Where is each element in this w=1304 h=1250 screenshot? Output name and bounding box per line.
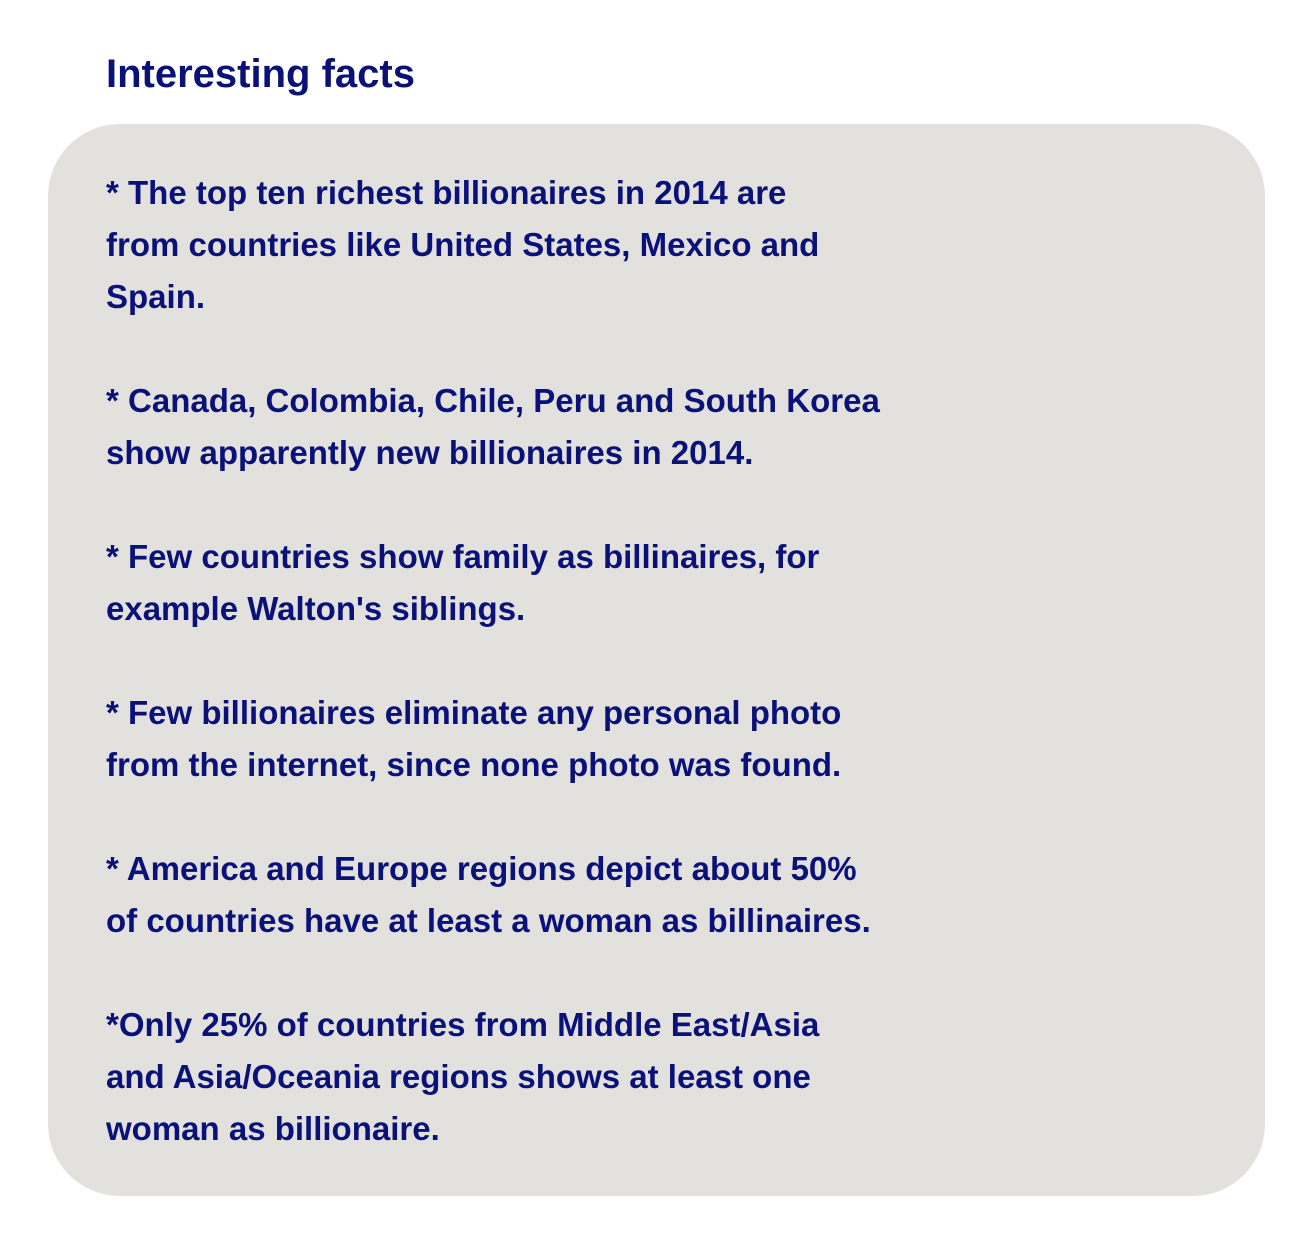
fact-item-3: * Few countries show family as billinair… xyxy=(106,531,880,635)
fact-line: Spain. xyxy=(106,278,206,315)
fact-item-2: * Canada, Colombia, Chile, Peru and Sout… xyxy=(106,375,880,479)
fact-line: of countries have at least a woman as bi… xyxy=(106,902,871,939)
fact-line: example Walton's siblings. xyxy=(106,590,526,627)
fact-line: *Only 25% of countries from Middle East/… xyxy=(106,1006,820,1043)
fact-line: * Few billionaires eliminate any persona… xyxy=(106,694,842,731)
fact-line: and Asia/Oceania regions shows at least … xyxy=(106,1058,811,1095)
fact-item-6: *Only 25% of countries from Middle East/… xyxy=(106,999,880,1155)
fact-line: woman as billionaire. xyxy=(106,1110,440,1147)
fact-item-1: * The top ten richest billionaires in 20… xyxy=(106,167,880,323)
facts-panel: * The top ten richest billionaires in 20… xyxy=(48,124,1265,1196)
fact-item-5: * America and Europe regions depict abou… xyxy=(106,843,880,947)
fact-line: from countries like United States, Mexic… xyxy=(106,226,820,263)
fact-line: * America and Europe regions depict abou… xyxy=(106,850,857,887)
fact-item-4: * Few billionaires eliminate any persona… xyxy=(106,687,880,791)
facts-list: * The top ten richest billionaires in 20… xyxy=(106,167,880,1207)
fact-line: * The top ten richest billionaires in 20… xyxy=(106,174,787,211)
page-title: Interesting facts xyxy=(106,52,415,96)
fact-line: from the internet, since none photo was … xyxy=(106,746,842,783)
fact-line: show apparently new billionaires in 2014… xyxy=(106,434,754,471)
fact-line: * Few countries show family as billinair… xyxy=(106,538,820,575)
fact-line: * Canada, Colombia, Chile, Peru and Sout… xyxy=(106,382,880,419)
